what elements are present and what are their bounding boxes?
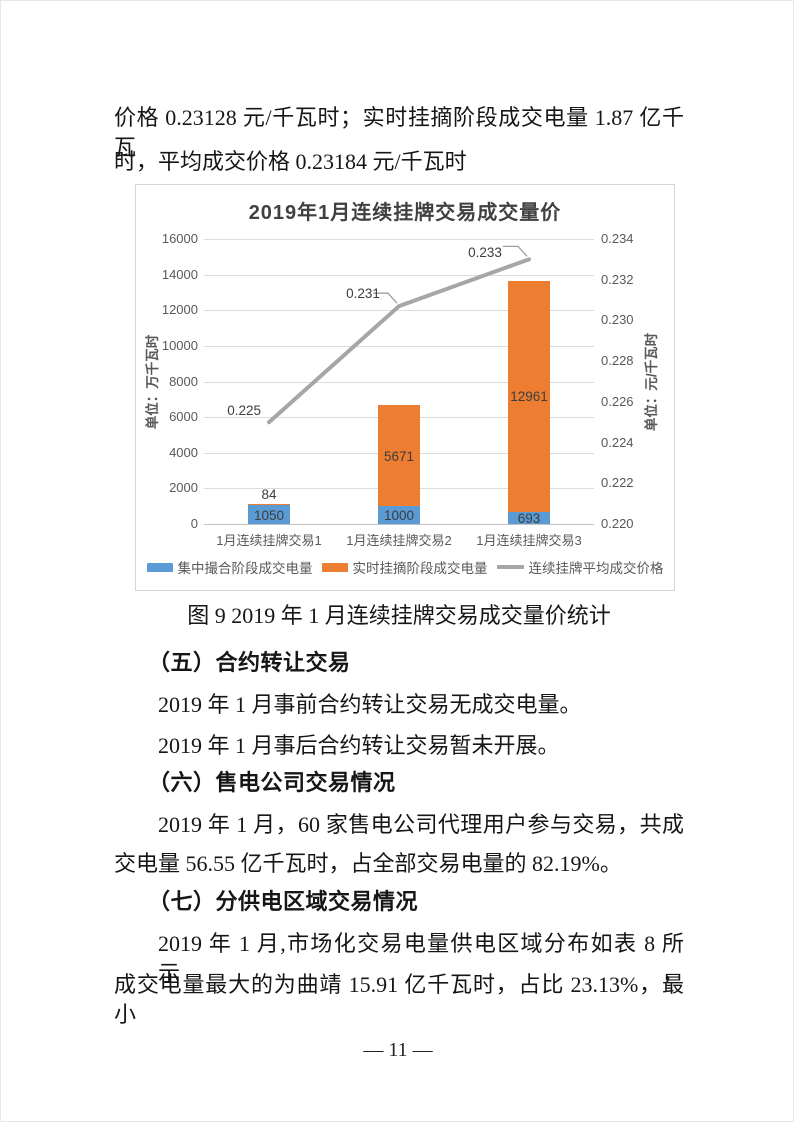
body-text-line: 2019 年 1 月事前合约转让交易无成交电量。 <box>158 692 582 717</box>
left-axis-tick: 4000 <box>169 444 198 460</box>
bar-value-label: 84 <box>261 486 277 502</box>
bar-value-label: 693 <box>517 510 541 526</box>
right-axis-tick: 0.220 <box>601 516 634 531</box>
right-axis-tick: 0.232 <box>601 271 634 287</box>
bar-segment <box>378 506 420 524</box>
legend-swatch-icon <box>321 562 348 572</box>
left-axis-tick: 2000 <box>169 480 198 496</box>
page-number: — 11 — <box>363 1039 433 1061</box>
right-axis-tick: 0.222 <box>601 475 634 491</box>
left-axis-tick: 16000 <box>161 231 198 246</box>
body-text-line: 成交电量最大的为曲靖 15.91 亿千瓦时，占比 23.13%，最小 <box>114 972 684 1027</box>
x-axis-category-label: 1月连续挂牌交易1 <box>216 533 322 548</box>
legend-swatch-icon <box>496 565 524 569</box>
bar-segment <box>508 511 550 524</box>
legend-item: 实时挂摘阶段成交电量 <box>321 557 488 577</box>
bar-segment <box>248 503 290 506</box>
legend-label: 实时挂摘阶段成交电量 <box>352 561 488 576</box>
gridline <box>204 524 594 525</box>
chart-legend: 集中撮合阶段成交电量 实时挂摘阶段成交电量 连续挂牌平均成交价格 <box>136 555 674 579</box>
body-text-line: 2019 年 1 月，60 家售电公司代理用户参与交易，共成 <box>158 812 684 837</box>
body-text-line: 价格 0.23128 元/千瓦时；实时挂摘阶段成交电量 1.87 亿千瓦 <box>114 105 684 160</box>
gridline <box>204 239 594 240</box>
left-axis-title: 单位：万千瓦时 <box>145 334 160 429</box>
right-axis-tick: 0.230 <box>601 312 634 328</box>
gridline <box>204 274 594 276</box>
x-axis-category-label: 1月连续挂牌交易3 <box>476 533 582 548</box>
line-value-label: 0.225 <box>227 403 261 419</box>
right-axis-title: 单位：元/千瓦时 <box>644 332 659 431</box>
left-axis-tick: 0 <box>190 516 198 531</box>
right-axis-tick: 0.228 <box>601 353 634 369</box>
right-axis-tick: 0.224 <box>601 434 634 450</box>
body-text-line: 2019 年 1 月,市场化交易电量供电区域分布如表 8 所示， <box>158 931 684 986</box>
x-axis-category-label: 1月连续挂牌交易2 <box>346 533 452 548</box>
figure-caption: 图 9 2019 年 1 月连续挂牌交易成交量价统计 <box>187 603 611 628</box>
bar-value-label: 12961 <box>510 389 548 405</box>
legend-label: 连续挂牌平均成交价格 <box>528 561 664 576</box>
bar-value-label: 1050 <box>253 507 285 523</box>
right-axis-tick: 0.226 <box>601 393 634 409</box>
left-axis-tick: 14000 <box>161 266 198 282</box>
legend-label: 集中撮合阶段成交电量 <box>177 561 313 576</box>
legend-item: 连续挂牌平均成交价格 <box>496 557 664 577</box>
left-axis-tick: 6000 <box>169 409 198 425</box>
right-axis-tick: 0.234 <box>601 231 634 246</box>
section-heading-7: （七）分供电区域交易情况 <box>148 889 419 914</box>
section-heading-6: （六）售电公司交易情况 <box>148 770 396 795</box>
price-line-overlay <box>267 245 531 425</box>
body-text-line: 交电量 56.55 亿千瓦时，占全部交易电量的 82.19%。 <box>114 851 622 876</box>
combo-chart-figure: 2019年1月连续挂牌交易成交量价 0 2000 4000 6000 8000 10000 1… <box>135 184 675 591</box>
price-line <box>267 257 531 425</box>
left-axis-tick: 12000 <box>161 302 198 318</box>
line-value-label: 0.233 <box>468 245 502 261</box>
chart-title: 2019年1月连续挂牌交易成交量价 <box>248 202 562 224</box>
line-value-label: 0.231 <box>346 286 380 302</box>
left-axis-tick: 10000 <box>161 337 198 353</box>
section-heading-5: （五）合约转让交易 <box>148 650 351 675</box>
legend-swatch-icon <box>146 562 173 572</box>
body-text-line: 2019 年 1 月事后合约转让交易暂未开展。 <box>158 733 560 758</box>
bar-segment <box>248 505 290 524</box>
legend-item: 集中撮合阶段成交电量 <box>146 557 313 577</box>
left-axis-tick: 8000 <box>169 373 198 389</box>
bar-value-label: 5671 <box>383 448 415 464</box>
body-text-line: 时，平均成交价格 0.23184 元/千瓦时 <box>114 149 467 174</box>
bar-value-label: 1000 <box>383 508 415 524</box>
